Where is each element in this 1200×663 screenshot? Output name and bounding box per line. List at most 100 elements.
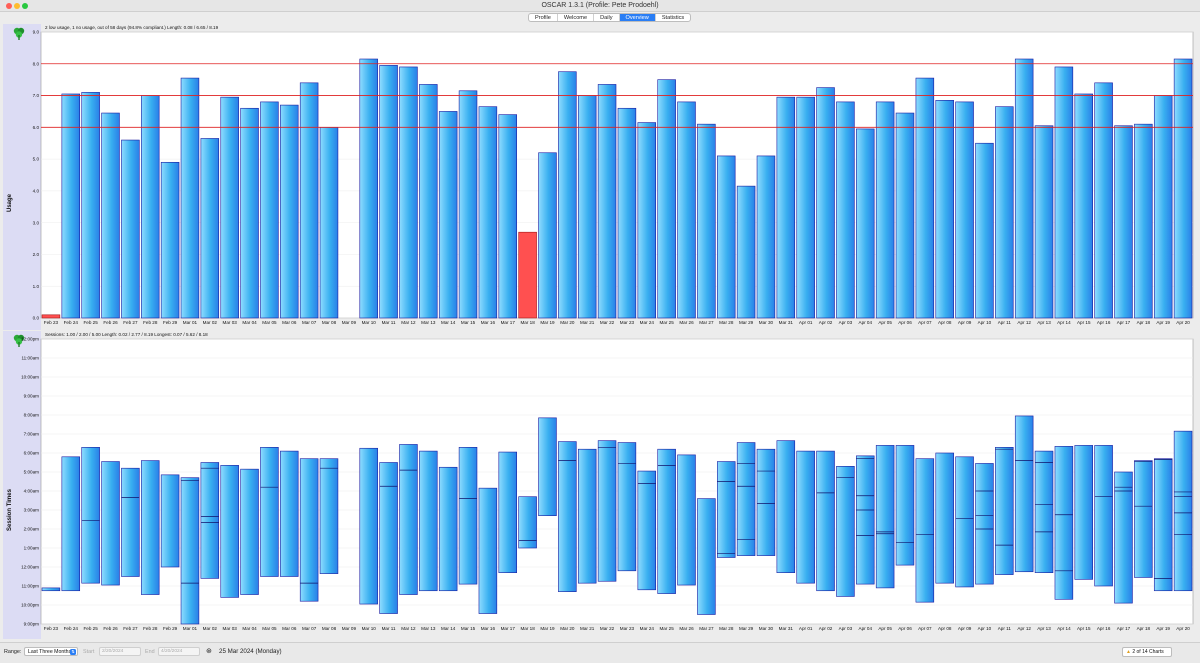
session-x-tick-label: Mar 19	[540, 626, 555, 631]
usage-x-tick-label: Apr 18	[1137, 320, 1151, 325]
oscar-logo-icon	[13, 334, 25, 347]
usage-bar	[61, 93, 81, 319]
session-bar	[379, 462, 398, 614]
usage-y-tick-label: 5.0	[33, 157, 40, 162]
usage-bar	[617, 107, 637, 319]
session-bar	[657, 448, 676, 594]
session-x-tick-label: Mar 31	[779, 626, 794, 631]
usage-bar	[697, 123, 716, 319]
session-x-tick-label: Mar 05	[262, 626, 277, 631]
session-x-tick-label: Feb 26	[103, 626, 118, 631]
session-y-tick-label: 8:00am	[24, 413, 39, 418]
usage-bar	[220, 96, 239, 319]
usage-bar	[538, 152, 557, 319]
usage-x-tick-label: Apr 13	[1037, 320, 1051, 325]
session-bar	[856, 455, 875, 585]
usage-bar	[458, 90, 478, 319]
session-y-tick-label: 1:00am	[24, 546, 39, 551]
tab-daily[interactable]: Daily	[594, 14, 620, 21]
reset-icon[interactable]: ⊛	[206, 648, 212, 655]
usage-x-tick-label: Mar 14	[441, 320, 456, 325]
usage-x-tick-label: Apr 16	[1097, 320, 1111, 325]
session-x-tick-label: Mar 14	[441, 626, 456, 631]
usage-x-tick-label: Feb 26	[103, 320, 118, 325]
session-bar	[299, 458, 319, 602]
session-x-tick-label: Apr 01	[799, 626, 813, 631]
usage-bar	[1094, 82, 1113, 319]
session-x-tick-label: Feb 28	[143, 626, 158, 631]
session-x-tick-label: Feb 23	[44, 626, 59, 631]
usage-bar	[319, 127, 339, 319]
session-x-tick-label: Mar 03	[223, 626, 238, 631]
session-x-tick-label: Mar 16	[481, 626, 496, 631]
usage-x-tick-label: Mar 01	[183, 320, 198, 325]
usage-x-tick-label: Apr 15	[1077, 320, 1091, 325]
session-bar	[260, 447, 279, 577]
usage-x-tick-label: Mar 23	[620, 320, 635, 325]
session-x-tick-label: Mar 07	[302, 626, 317, 631]
close-window-button[interactable]	[6, 3, 12, 9]
usage-y-tick-label: 2.0	[33, 252, 40, 257]
usage-x-tick-label: Apr 17	[1117, 320, 1131, 325]
session-y-tick-label: 4:00am	[24, 489, 39, 494]
usage-bar	[856, 128, 875, 319]
usage-bar	[717, 155, 736, 319]
usage-bar	[816, 87, 835, 319]
usage-x-tick-label: Mar 08	[322, 320, 337, 325]
session-x-tick-label: Mar 08	[322, 626, 337, 631]
session-x-tick-label: Mar 06	[282, 626, 297, 631]
usage-chart[interactable]: 0.0 1.0 2.0 3.0 4.0 5.0 6.0 7.0 8.0 9.0 Feb 23 Feb …	[3, 24, 1197, 330]
session-x-tick-label: Apr 14	[1057, 626, 1071, 631]
usage-x-tick-label: Mar 05	[262, 320, 277, 325]
usage-bar	[280, 104, 299, 319]
usage-x-tick-label: Mar 06	[282, 320, 297, 325]
session-y-tick-label: 11:00pm	[21, 584, 39, 589]
usage-x-tick-label: Feb 24	[64, 320, 79, 325]
session-y-tick-label: 12:00am	[21, 565, 39, 570]
usage-bar	[1014, 58, 1034, 319]
session-bar	[498, 451, 517, 574]
session-y-tick-label: 9:00am	[24, 394, 39, 399]
tab-welcome[interactable]: Welcome	[558, 14, 595, 21]
maximize-window-button[interactable]	[22, 3, 28, 9]
session-bar	[677, 454, 696, 586]
session-x-tick-label: Mar 04	[242, 626, 257, 631]
charts-button[interactable]: ▲ 2 of 14 Charts	[1122, 647, 1172, 657]
minimize-window-button[interactable]	[14, 3, 20, 9]
session-times-chart[interactable]: 9:00pm 10:00pm 11:00pm 12:00am 1:00am 2:00am 3…	[3, 331, 1197, 639]
session-x-tick-label: Apr 16	[1097, 626, 1111, 631]
usage-bar	[1074, 93, 1093, 319]
end-label: End	[145, 649, 155, 655]
session-y-tick-label: 12:00pm	[21, 337, 39, 342]
session-x-tick-label: Mar 15	[461, 626, 476, 631]
usage-bar	[558, 71, 577, 319]
usage-x-tick-label: Apr 11	[998, 320, 1012, 325]
usage-x-tick-label: Feb 25	[83, 320, 98, 325]
selected-date: 25 Mar 2024 (Monday)	[219, 648, 282, 655]
tab-overview[interactable]: Overview	[619, 14, 656, 21]
usage-bar	[180, 77, 200, 319]
session-bar	[1173, 430, 1193, 592]
usage-x-tick-label: Apr 08	[938, 320, 952, 325]
session-bar	[935, 452, 954, 584]
usage-bar	[141, 95, 160, 319]
usage-x-tick-label: Apr 19	[1156, 320, 1170, 325]
session-x-tick-label: Apr 09	[958, 626, 972, 631]
start-date-field[interactable]: 2/20/2024	[99, 647, 141, 656]
session-bar	[220, 465, 239, 598]
usage-bar	[200, 138, 220, 319]
tab-statistics[interactable]: Statistics	[661, 15, 685, 21]
end-date-field[interactable]: 4/20/2024	[158, 647, 200, 656]
session-x-tick-label: Apr 07	[918, 626, 932, 631]
session-bar	[319, 458, 339, 574]
tab-profile[interactable]: Profile	[529, 14, 558, 21]
usage-bar	[637, 122, 657, 319]
session-bar	[200, 462, 220, 579]
session-x-tick-label: Mar 26	[679, 626, 694, 631]
session-x-tick-label: Apr 19	[1156, 626, 1170, 631]
usage-bar	[1153, 95, 1173, 319]
session-bar	[180, 477, 200, 625]
range-select[interactable]: Last Three Months ⇅	[24, 647, 78, 656]
usage-bar	[1114, 125, 1133, 319]
session-x-tick-label: Feb 27	[123, 626, 138, 631]
